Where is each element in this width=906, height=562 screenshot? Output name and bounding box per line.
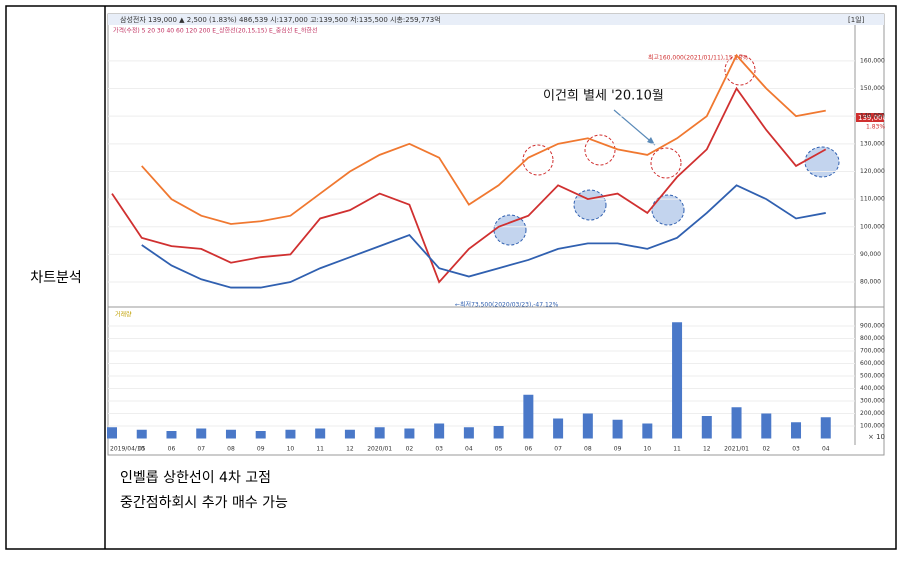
volume-bar bbox=[523, 394, 534, 439]
x-tick-label: 06 bbox=[168, 446, 176, 453]
volume-bar bbox=[582, 413, 593, 439]
y-tick-label: 100,000 bbox=[860, 223, 885, 230]
volume-bar bbox=[553, 418, 564, 439]
x-tick-label: 03 bbox=[435, 446, 443, 453]
y-tick-label: 150,000 bbox=[860, 85, 885, 92]
y-tick-label: 110,000 bbox=[860, 196, 885, 203]
support-circle bbox=[651, 194, 685, 226]
volume-bar bbox=[701, 416, 712, 439]
last-price-box bbox=[856, 113, 884, 122]
volume-bar bbox=[344, 429, 355, 439]
x-tick-label: 04 bbox=[465, 446, 473, 453]
highlight-circle bbox=[584, 134, 616, 166]
v-tick-label: 600,000 bbox=[860, 360, 885, 367]
last-change: 1.83% bbox=[866, 124, 885, 131]
volume-bar bbox=[761, 413, 772, 439]
left-cell: 차트분석 bbox=[30, 270, 82, 286]
y-tick-label: 120,000 bbox=[860, 168, 885, 175]
x-tick-label: 12 bbox=[703, 446, 711, 453]
y-tick-label: 130,000 bbox=[860, 140, 885, 147]
x-tick-label: 12 bbox=[346, 446, 354, 453]
v-tick-label: 100,000 bbox=[860, 423, 885, 430]
y-tick-label: 140,000 bbox=[860, 113, 885, 120]
volume-bar bbox=[136, 429, 147, 439]
highlight-circle bbox=[724, 54, 756, 86]
volume-bar bbox=[255, 431, 266, 439]
x-tick-label: 10 bbox=[643, 446, 651, 453]
note: 인벨롭 상한선이 4차 고점 bbox=[120, 470, 271, 486]
last-price: 139,000 bbox=[858, 114, 887, 122]
annotation: 이건희 별세 '20.10월 bbox=[543, 89, 664, 104]
support-circle bbox=[804, 146, 840, 178]
v-tick-label: 400,000 bbox=[860, 385, 885, 392]
y-tick-label: 160,000 bbox=[860, 57, 885, 64]
v-tick-label: 500,000 bbox=[860, 373, 885, 380]
volume-bar bbox=[612, 419, 623, 439]
y-tick-label: 80,000 bbox=[860, 279, 881, 286]
support-circle bbox=[493, 214, 527, 246]
y-tick-label: 90,000 bbox=[860, 251, 881, 258]
x-tick-label: 09 bbox=[257, 446, 265, 453]
volume-unit: × 10 bbox=[868, 433, 885, 441]
highlight-circle bbox=[522, 144, 554, 176]
series-line bbox=[141, 184, 826, 289]
highlight-circle bbox=[650, 147, 682, 179]
volume-bar bbox=[731, 407, 742, 439]
x-tick-label: 06 bbox=[525, 446, 533, 453]
chart-header-bar bbox=[108, 14, 884, 25]
x-tick-label: 08 bbox=[227, 446, 235, 453]
x-tick-label: 05 bbox=[495, 446, 503, 453]
volume-bar bbox=[374, 427, 385, 439]
v-tick-label: 700,000 bbox=[860, 348, 885, 355]
x-tick-label: 02 bbox=[762, 446, 770, 453]
volume-bar bbox=[820, 417, 831, 439]
volume-bar bbox=[107, 427, 117, 439]
annotation: 최고160,000(2021/01/11),15.18% bbox=[648, 54, 748, 62]
x-tick-label: 2020/01 bbox=[367, 446, 392, 453]
x-tick-label: 09 bbox=[614, 446, 622, 453]
volume-bar bbox=[463, 427, 474, 439]
x-tick-label: 03 bbox=[792, 446, 800, 453]
series-line bbox=[141, 53, 826, 225]
table-border bbox=[5, 5, 897, 550]
v-tick-label: 200,000 bbox=[860, 410, 885, 417]
x-tick-label: 2019/04/10 bbox=[110, 446, 145, 453]
x-tick-label: 08 bbox=[584, 446, 592, 453]
x-tick-label: 07 bbox=[554, 446, 562, 453]
volume-bar bbox=[434, 423, 445, 439]
volume-bar bbox=[285, 429, 296, 439]
series-line bbox=[111, 86, 827, 284]
volume-bar bbox=[166, 431, 177, 439]
arrowhead bbox=[647, 137, 655, 145]
volume-bar bbox=[196, 428, 207, 439]
x-tick-label: 07 bbox=[197, 446, 205, 453]
x-tick-label: 11 bbox=[316, 446, 324, 453]
volume-bar bbox=[225, 429, 236, 439]
annotation: ←최저73,500(2020/03/23),-47.12% bbox=[455, 301, 559, 309]
x-tick-label: 11 bbox=[673, 446, 681, 453]
x-tick-label: 02 bbox=[406, 446, 414, 453]
x-tick-label: 2021/01 bbox=[724, 446, 749, 453]
volume-bar bbox=[404, 428, 415, 439]
volume-bar bbox=[642, 423, 653, 439]
legend: 가격(수정) 5 20 30 40 60 120 200 E_상한선(20,15… bbox=[113, 27, 318, 35]
note: 중간점하회시 추가 매수 가능 bbox=[120, 495, 288, 511]
v-tick-label: 300,000 bbox=[860, 398, 885, 405]
v-tick-label: 900,000 bbox=[860, 323, 885, 330]
volume-bar bbox=[791, 422, 802, 439]
x-tick-label: 05 bbox=[138, 446, 146, 453]
x-tick-label: 10 bbox=[287, 446, 295, 453]
chart-header: 삼성전자 139,000 ▲ 2,500 (1.83%) 486,539 시:1… bbox=[120, 15, 441, 24]
x-tick-label: 04 bbox=[822, 446, 830, 453]
volume-bar bbox=[315, 428, 326, 439]
volume-title: 거래량 bbox=[115, 311, 132, 319]
volume-bar bbox=[672, 322, 683, 439]
plot: 80,000 90,000 100,000 110,000 120,000 130,000… bbox=[107, 53, 885, 453]
v-tick-label: 800,000 bbox=[860, 335, 885, 342]
period: [1일] bbox=[848, 15, 865, 24]
volume-bar bbox=[493, 426, 504, 439]
